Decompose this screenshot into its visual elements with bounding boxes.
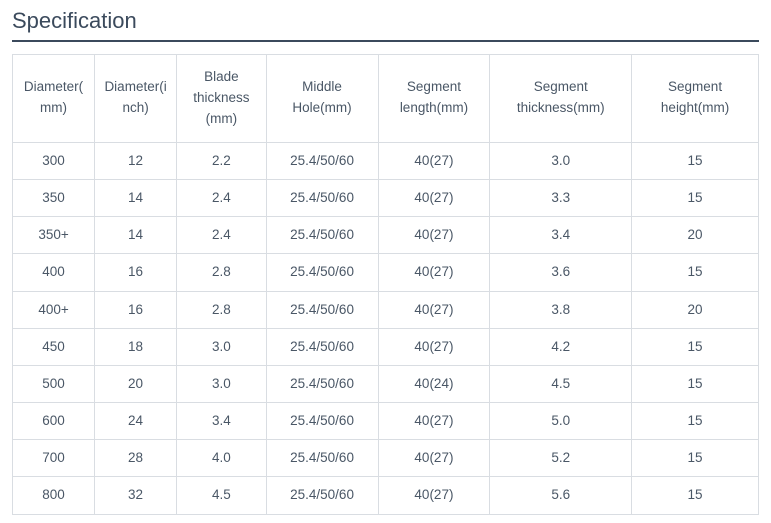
table-cell: 14 bbox=[95, 179, 177, 216]
table-cell: 350+ bbox=[13, 217, 95, 254]
table-cell: 5.2 bbox=[490, 440, 632, 477]
table-cell: 2.8 bbox=[177, 291, 267, 328]
table-cell: 15 bbox=[632, 328, 759, 365]
table-row: 350142.425.4/50/6040(27)3.315 bbox=[13, 179, 759, 216]
table-cell: 15 bbox=[632, 403, 759, 440]
table-cell: 20 bbox=[95, 365, 177, 402]
table-row: 700284.025.4/50/6040(27)5.215 bbox=[13, 440, 759, 477]
table-cell: 40(27) bbox=[378, 403, 490, 440]
table-cell: 24 bbox=[95, 403, 177, 440]
table-cell: 3.4 bbox=[490, 217, 632, 254]
table-row: 600243.425.4/50/6040(27)5.015 bbox=[13, 403, 759, 440]
table-cell: 4.5 bbox=[177, 477, 267, 514]
table-cell: 25.4/50/60 bbox=[266, 365, 378, 402]
table-cell: 300 bbox=[13, 142, 95, 179]
table-cell: 40(27) bbox=[378, 328, 490, 365]
table-cell: 32 bbox=[95, 477, 177, 514]
table-cell: 12 bbox=[95, 142, 177, 179]
table-cell: 16 bbox=[95, 254, 177, 291]
table-body: 300122.225.4/50/6040(27)3.015350142.425.… bbox=[13, 142, 759, 514]
table-cell: 40(27) bbox=[378, 142, 490, 179]
table-cell: 40(27) bbox=[378, 440, 490, 477]
table-cell: 15 bbox=[632, 365, 759, 402]
table-cell: 25.4/50/60 bbox=[266, 254, 378, 291]
table-cell: 25.4/50/60 bbox=[266, 291, 378, 328]
table-cell: 500 bbox=[13, 365, 95, 402]
table-row: 300122.225.4/50/6040(27)3.015 bbox=[13, 142, 759, 179]
table-cell: 25.4/50/60 bbox=[266, 328, 378, 365]
table-cell: 40(27) bbox=[378, 477, 490, 514]
table-cell: 16 bbox=[95, 291, 177, 328]
table-cell: 40(27) bbox=[378, 179, 490, 216]
table-cell: 4.0 bbox=[177, 440, 267, 477]
table-row: 500203.025.4/50/6040(24)4.515 bbox=[13, 365, 759, 402]
col-header: Middle Hole(mm) bbox=[266, 55, 378, 143]
table-cell: 450 bbox=[13, 328, 95, 365]
table-cell: 700 bbox=[13, 440, 95, 477]
table-cell: 3.8 bbox=[490, 291, 632, 328]
table-cell: 40(27) bbox=[378, 291, 490, 328]
table-cell: 3.6 bbox=[490, 254, 632, 291]
col-header: Segment height(mm) bbox=[632, 55, 759, 143]
table-cell: 25.4/50/60 bbox=[266, 477, 378, 514]
table-cell: 40(27) bbox=[378, 254, 490, 291]
table-cell: 5.0 bbox=[490, 403, 632, 440]
table-cell: 2.2 bbox=[177, 142, 267, 179]
page-title: Specification bbox=[12, 8, 759, 42]
table-cell: 400+ bbox=[13, 291, 95, 328]
specification-table: Diameter(mm) Diameter(inch) Blade thickn… bbox=[12, 54, 759, 515]
table-cell: 25.4/50/60 bbox=[266, 142, 378, 179]
table-cell: 2.8 bbox=[177, 254, 267, 291]
table-cell: 15 bbox=[632, 477, 759, 514]
table-cell: 2.4 bbox=[177, 217, 267, 254]
table-row: 400+162.825.4/50/6040(27)3.820 bbox=[13, 291, 759, 328]
table-row: 450183.025.4/50/6040(27)4.215 bbox=[13, 328, 759, 365]
table-cell: 3.3 bbox=[490, 179, 632, 216]
table-cell: 3.0 bbox=[490, 142, 632, 179]
table-cell: 4.2 bbox=[490, 328, 632, 365]
table-cell: 5.6 bbox=[490, 477, 632, 514]
table-cell: 350 bbox=[13, 179, 95, 216]
table-cell: 25.4/50/60 bbox=[266, 179, 378, 216]
table-row: 800324.525.4/50/6040(27)5.615 bbox=[13, 477, 759, 514]
table-cell: 14 bbox=[95, 217, 177, 254]
table-row: 400162.825.4/50/6040(27)3.615 bbox=[13, 254, 759, 291]
table-cell: 3.0 bbox=[177, 328, 267, 365]
table-cell: 3.4 bbox=[177, 403, 267, 440]
table-cell: 600 bbox=[13, 403, 95, 440]
table-cell: 25.4/50/60 bbox=[266, 217, 378, 254]
table-cell: 40(24) bbox=[378, 365, 490, 402]
table-cell: 20 bbox=[632, 291, 759, 328]
col-header: Diameter(mm) bbox=[13, 55, 95, 143]
col-header: Segment thickness(mm) bbox=[490, 55, 632, 143]
table-cell: 15 bbox=[632, 440, 759, 477]
table-cell: 28 bbox=[95, 440, 177, 477]
table-cell: 400 bbox=[13, 254, 95, 291]
table-cell: 20 bbox=[632, 217, 759, 254]
table-cell: 15 bbox=[632, 142, 759, 179]
table-cell: 18 bbox=[95, 328, 177, 365]
col-header: Segment length(mm) bbox=[378, 55, 490, 143]
table-cell: 2.4 bbox=[177, 179, 267, 216]
table-cell: 3.0 bbox=[177, 365, 267, 402]
table-cell: 15 bbox=[632, 179, 759, 216]
table-cell: 40(27) bbox=[378, 217, 490, 254]
table-cell: 4.5 bbox=[490, 365, 632, 402]
col-header: Blade thickness (mm) bbox=[177, 55, 267, 143]
table-row: 350+142.425.4/50/6040(27)3.420 bbox=[13, 217, 759, 254]
table-cell: 800 bbox=[13, 477, 95, 514]
col-header: Diameter(inch) bbox=[95, 55, 177, 143]
table-header-row: Diameter(mm) Diameter(inch) Blade thickn… bbox=[13, 55, 759, 143]
table-cell: 25.4/50/60 bbox=[266, 403, 378, 440]
table-cell: 15 bbox=[632, 254, 759, 291]
table-cell: 25.4/50/60 bbox=[266, 440, 378, 477]
